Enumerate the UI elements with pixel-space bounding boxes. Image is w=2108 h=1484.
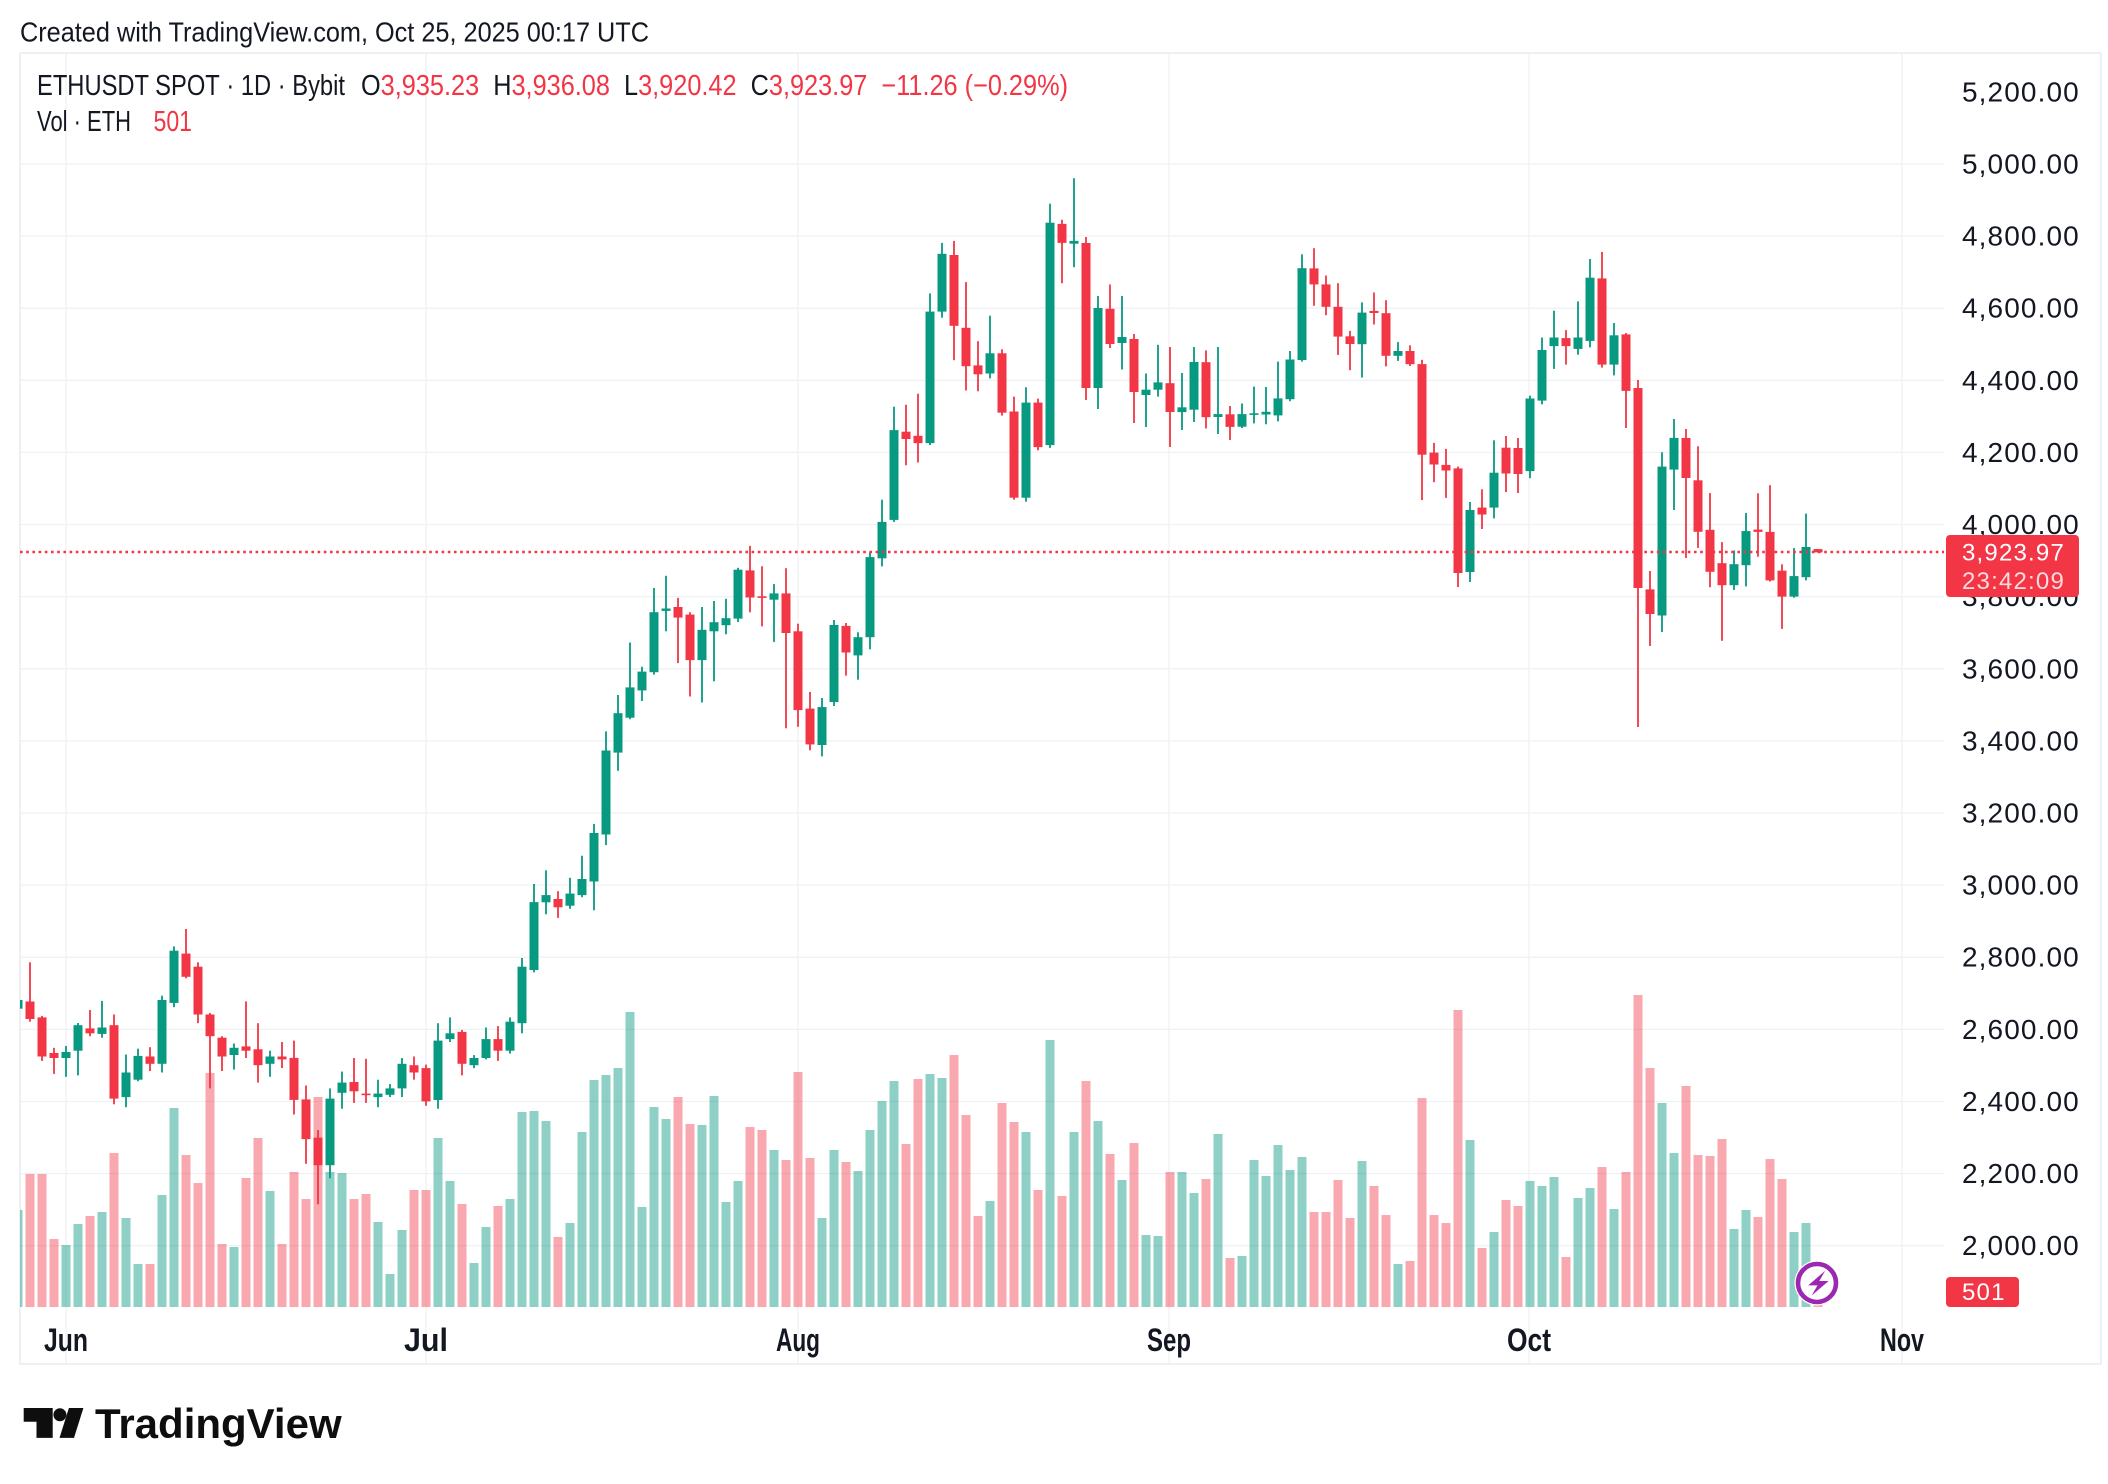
svg-text:4,400.00: 4,400.00 <box>1962 365 2080 396</box>
svg-text:501: 501 <box>1962 1279 2006 1306</box>
svg-text:2,400.00: 2,400.00 <box>1962 1086 2080 1117</box>
svg-text:Sep: Sep <box>1147 1322 1191 1358</box>
svg-text:3,400.00: 3,400.00 <box>1962 725 2080 756</box>
svg-text:4,000.00: 4,000.00 <box>1962 509 2080 540</box>
svg-text:Created with TradingView.com,: Created with TradingView.com, Oct 25, 20… <box>20 17 649 48</box>
svg-text:3,600.00: 3,600.00 <box>1962 653 2080 684</box>
svg-text:Jun: Jun <box>44 1322 88 1358</box>
svg-text:Jul: Jul <box>404 1322 448 1358</box>
svg-text:2,600.00: 2,600.00 <box>1962 1014 2080 1045</box>
svg-text:2,800.00: 2,800.00 <box>1962 942 2080 973</box>
svg-text:23:42:09: 23:42:09 <box>1962 568 2065 595</box>
svg-text:Oct: Oct <box>1507 1322 1551 1358</box>
svg-text:3,923.97: 3,923.97 <box>1962 540 2065 567</box>
svg-text:4,600.00: 4,600.00 <box>1962 293 2080 324</box>
svg-text:3,200.00: 3,200.00 <box>1962 798 2080 829</box>
svg-text:Aug: Aug <box>776 1322 820 1358</box>
svg-text:4,200.00: 4,200.00 <box>1962 437 2080 468</box>
svg-text:5,200.00: 5,200.00 <box>1962 76 2080 107</box>
svg-text:4,800.00: 4,800.00 <box>1962 221 2080 252</box>
svg-text:O3,935.23 H3,936.08 L3,920.4: O3,935.23 H3,936.08 L3,920.42 C3,923.97 … <box>361 70 1068 102</box>
svg-text:2,000.00: 2,000.00 <box>1962 1230 2080 1261</box>
svg-text:501: 501 <box>154 106 193 138</box>
svg-text:Nov: Nov <box>1880 1322 1924 1358</box>
svg-text:2,200.00: 2,200.00 <box>1962 1158 2080 1189</box>
svg-text:ETHUSDT SPOT · 1D · Bybit: ETHUSDT SPOT · 1D · Bybit <box>37 70 345 102</box>
svg-text:5,000.00: 5,000.00 <box>1962 148 2080 179</box>
svg-text:TradingView: TradingView <box>95 1400 342 1447</box>
svg-text:Vol · ETH: Vol · ETH <box>37 106 131 138</box>
svg-text:3,000.00: 3,000.00 <box>1962 870 2080 901</box>
